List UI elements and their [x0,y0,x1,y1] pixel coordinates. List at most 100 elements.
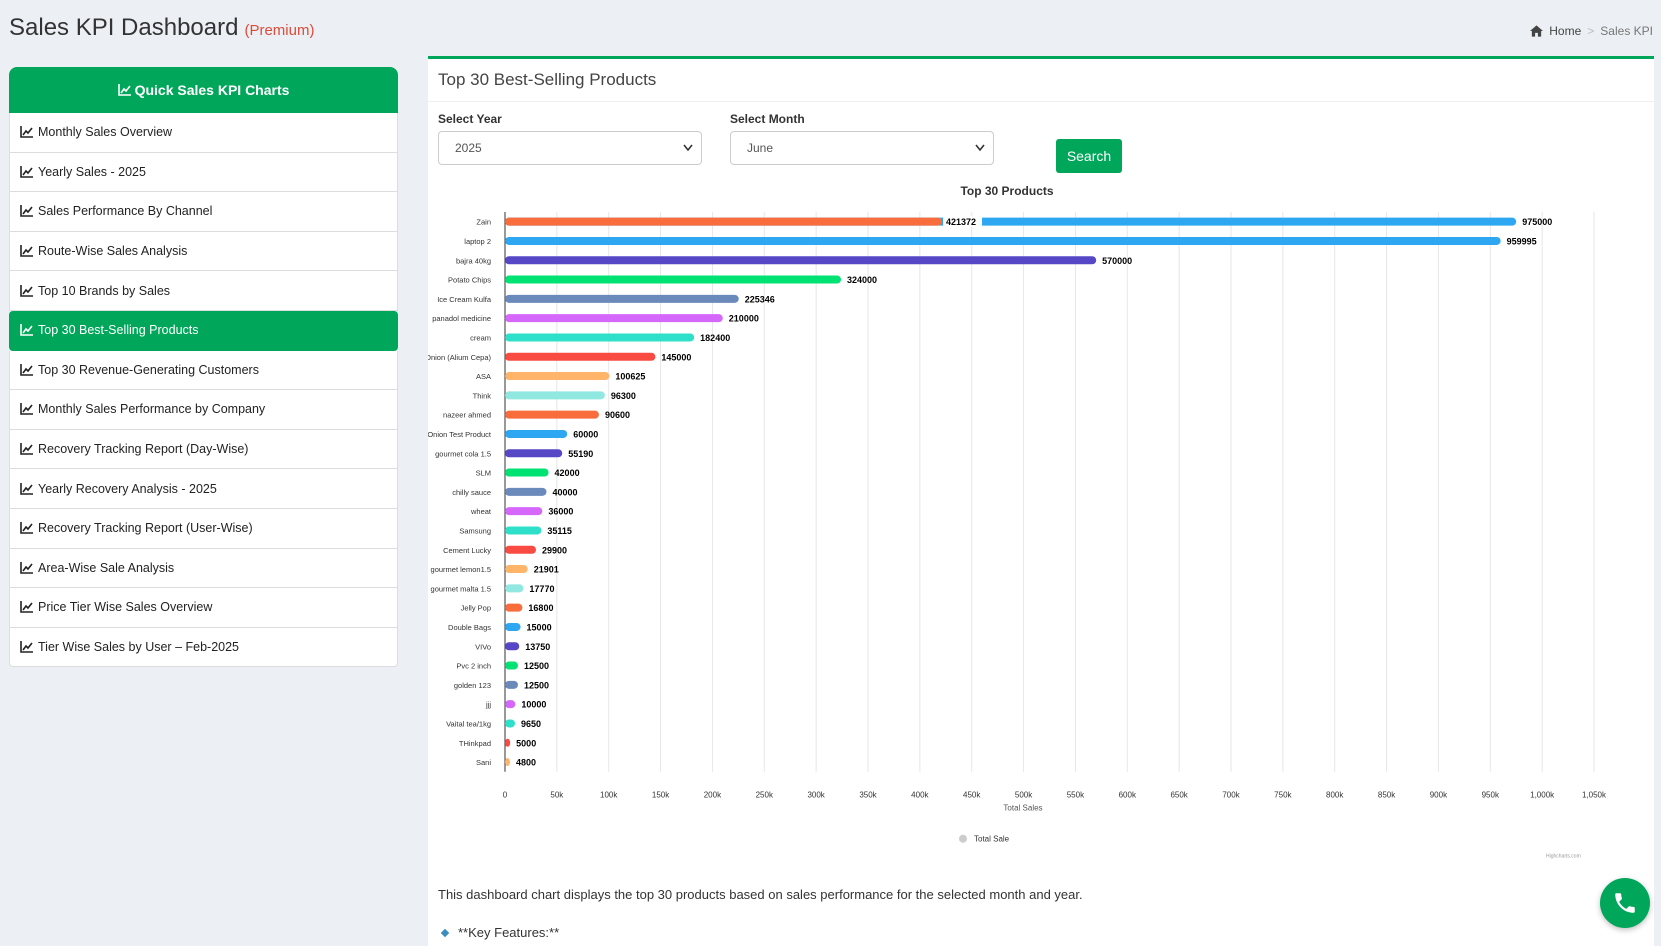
page-header: Sales KPI Dashboard (Premium) Home > Sale… [0,0,1661,56]
bar [505,507,543,516]
data-label: 60000 [573,429,598,439]
sidebar-item-label: Top 30 Revenue-Generating Customers [38,362,259,377]
sidebar-item[interactable]: Recovery Tracking Report (User-Wise) [9,508,398,549]
category-label: SLM [476,469,491,478]
category-label: Ice Cream Kulfa [437,295,492,304]
category-label: Jelly Pop [461,604,491,613]
category-label: Potato Chips [448,276,491,285]
sidebar-item-label: Top 10 Brands by Sales [38,283,171,298]
key-features-item: **Key Features:** [440,925,559,940]
line-chart-icon [20,522,33,535]
data-label: 42000 [555,468,580,478]
bar [505,333,695,342]
breadcrumb-home-link[interactable]: Home [1549,24,1582,38]
sidebar: Quick Sales KPI Charts Monthly Sales Ove… [9,67,398,668]
x-tick-label: 1,050k [1582,791,1607,800]
x-tick-label: 100k [600,791,618,800]
sidebar-item[interactable]: Yearly Recovery Analysis - 2025 [9,469,398,509]
sidebar-item[interactable]: Sales Performance By Channel [9,192,398,232]
x-tick-label: 50k [550,791,564,800]
bar [505,545,537,554]
category-label: VIVo [475,642,491,651]
line-chart-icon [20,403,33,416]
sidebar-item[interactable]: Top 30 Best-Selling Products [9,310,398,351]
legend-label: Total Sale [974,835,1010,844]
bar [505,372,610,381]
sidebar-item-label: Monthly Sales Overview [38,125,173,140]
bar [505,487,547,496]
data-label: 9650 [521,719,541,729]
line-chart-icon [20,126,33,139]
data-label: 10000 [521,700,546,710]
sidebar-item[interactable]: Route-Wise Sales Analysis [9,231,398,272]
category-label: Samsung [459,526,491,535]
chart-description: This dashboard chart displays the top 30… [438,887,1083,902]
data-label: 13750 [525,642,550,652]
sidebar-item[interactable]: Top 30 Revenue-Generating Customers [9,350,398,391]
breadcrumb-separator: > [1587,24,1595,38]
x-tick-label: 500k [1015,791,1033,800]
sidebar-heading-label: Quick Sales KPI Charts [134,82,290,98]
bar [505,352,656,361]
data-label: 210000 [729,314,759,324]
bar [505,642,520,651]
sidebar-item[interactable]: Monthly Sales Overview [9,113,398,153]
bar [505,680,518,689]
bar [505,294,739,303]
category-label: golden 123 [454,681,491,690]
phone-call-button[interactable] [1600,878,1650,928]
category-label: Zain [476,218,491,227]
x-tick-label: 0 [503,791,508,800]
x-tick-label: 700k [1222,791,1240,800]
chevron-down-icon [683,144,693,152]
line-chart-icon [20,205,33,218]
sidebar-heading: Quick Sales KPI Charts [9,67,398,113]
sidebar-item[interactable]: Price Tier Wise Sales Overview [9,588,398,628]
month-select[interactable]: June [730,131,994,165]
month-label: Select Month [730,112,805,126]
bar [505,468,549,477]
sidebar-item[interactable]: Yearly Sales - 2025 [9,152,398,193]
data-label-background [943,216,983,228]
sidebar-menu: Monthly Sales Overview Yearly Sales - 202… [9,113,398,668]
line-chart-icon [20,324,33,337]
line-chart-icon [20,165,33,178]
sidebar-item[interactable]: Monthly Sales Performance by Company [9,390,398,430]
x-axis-title: Total Sales [1003,804,1042,813]
chevron-down-icon [975,144,985,152]
data-label: 975000 [1522,217,1552,227]
search-button[interactable]: Search [1056,139,1122,173]
line-chart-icon [20,363,33,376]
x-tick-label: 950k [1482,791,1500,800]
data-label: 225346 [745,294,775,304]
data-label: 959995 [1507,236,1537,246]
category-label: cream [470,333,491,342]
bar [505,410,599,419]
page-title: Sales KPI Dashboard (Premium) [9,14,314,42]
bar [505,719,516,728]
sidebar-item-label: Yearly Recovery Analysis - 2025 [38,481,217,496]
category-label: Onion Test Product [428,430,492,439]
bar [505,565,528,574]
category-label: ASA [476,372,491,381]
sidebar-item[interactable]: Recovery Tracking Report (Day-Wise) [9,429,398,470]
x-tick-label: 150k [652,791,670,800]
x-tick-label: 350k [859,791,877,800]
bar [505,758,510,767]
sidebar-item-label: Top 30 Best-Selling Products [38,323,199,338]
sidebar-item-label: Monthly Sales Performance by Company [38,402,266,417]
bar [505,449,563,458]
sidebar-item-label: Area-Wise Sale Analysis [38,560,175,575]
line-chart-icon [20,561,33,574]
data-label: 40000 [552,487,577,497]
line-chart-icon [20,482,33,495]
sidebar-item[interactable]: Tier Wise Sales by User – Feb-2025 [9,627,398,668]
year-select[interactable]: 2025 [438,131,702,165]
x-tick-label: 850k [1378,791,1396,800]
data-label: 36000 [548,507,573,517]
category-label: THinkpad [459,739,491,748]
sidebar-item-label: Yearly Sales - 2025 [38,164,146,179]
sidebar-item[interactable]: Top 10 Brands by Sales [9,271,398,311]
sidebar-item[interactable]: Area-Wise Sale Analysis [9,548,398,589]
x-tick-label: 800k [1326,791,1344,800]
